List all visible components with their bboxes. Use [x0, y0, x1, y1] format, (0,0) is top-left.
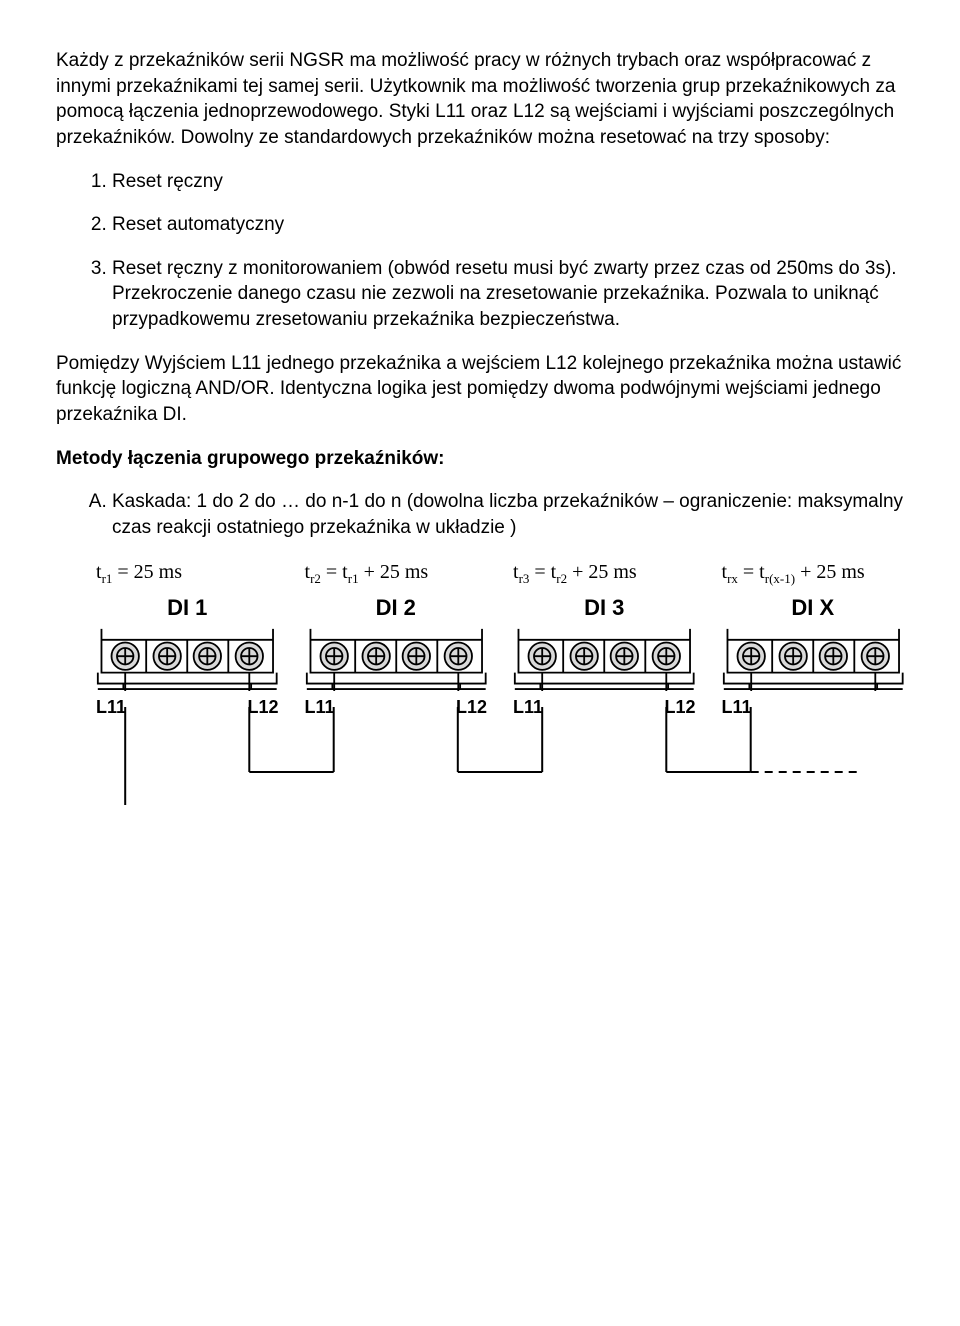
- timing-label: trx = tr(x-1) + 25 ms: [722, 559, 905, 588]
- logic-paragraph: Pomiędzy Wyjściem L11 jednego przekaźnik…: [56, 351, 904, 428]
- terminal-l11: L11: [305, 695, 335, 719]
- terminal-l11: L11: [513, 695, 543, 719]
- terminal-l11: L11: [96, 695, 126, 719]
- terminal-l11: L11: [722, 695, 752, 719]
- relay-name: DI 3: [513, 593, 696, 623]
- terminal-l12: L12: [664, 695, 695, 719]
- list-item: Kaskada: 1 do 2 do … do n-1 do n (dowoln…: [112, 489, 904, 540]
- relay-graphic: [722, 627, 905, 691]
- terminal-labels: L11 L12: [96, 695, 279, 719]
- terminal-labels: L11 L12: [305, 695, 488, 719]
- timing-row: tr1 = 25 ms tr2 = tr1 + 25 ms tr3 = tr2 …: [96, 559, 904, 588]
- relay-graphic: [305, 627, 488, 691]
- list-item: Reset ręczny: [112, 169, 904, 195]
- terminal-labels-row: L11 L12 L11 L12 L11 L12 L11: [96, 695, 904, 719]
- list-item: Reset automatyczny: [112, 212, 904, 238]
- timing-label: tr3 = tr2 + 25 ms: [513, 559, 696, 588]
- list-item: Reset ręczny z monitorowaniem (obwód res…: [112, 256, 904, 333]
- relay-graphic: [96, 627, 279, 691]
- intro-paragraph: Każdy z przekaźników serii NGSR ma możli…: [56, 48, 904, 151]
- relay-name: DI 2: [305, 593, 488, 623]
- relay-name: DI X: [722, 593, 905, 623]
- relay-name-row: DI 1 DI 2 DI 3 DI X: [96, 593, 904, 623]
- reset-methods-list: Reset ręczny Reset automatyczny Reset rę…: [56, 169, 904, 333]
- cascade-diagram: tr1 = 25 ms tr2 = tr1 + 25 ms tr3 = tr2 …: [96, 559, 904, 807]
- terminal-l12: L12: [247, 695, 278, 719]
- methods-heading: Metody łączenia grupowego przekaźników:: [56, 446, 904, 472]
- wiring-area: [96, 717, 904, 807]
- terminal-labels: L11 L12: [513, 695, 696, 719]
- relay-graphics-row: [96, 627, 904, 691]
- relay-graphic: [513, 627, 696, 691]
- connection-methods-list: Kaskada: 1 do 2 do … do n-1 do n (dowoln…: [56, 489, 904, 540]
- terminal-l12: L12: [456, 695, 487, 719]
- terminal-labels: L11: [722, 695, 905, 719]
- timing-label: tr1 = 25 ms: [96, 559, 279, 588]
- timing-label: tr2 = tr1 + 25 ms: [305, 559, 488, 588]
- relay-name: DI 1: [96, 593, 279, 623]
